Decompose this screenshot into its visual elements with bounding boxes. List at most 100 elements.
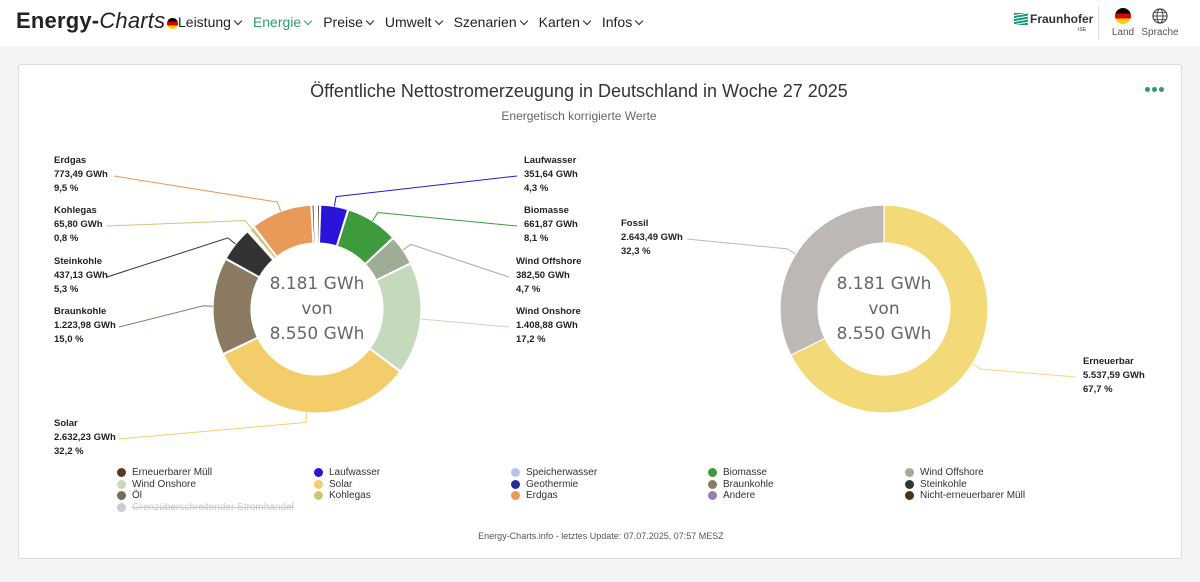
- label-connector: [686, 238, 796, 255]
- slice-label-percent: 67,7 %: [1083, 384, 1113, 395]
- label-connector: [972, 363, 1077, 378]
- nav-item-label: Preise: [323, 14, 363, 30]
- label-connector: [118, 305, 214, 328]
- slice-label-percent: 0,8 %: [54, 233, 79, 244]
- slice-label-percent: 15,0 %: [54, 334, 84, 345]
- legend-item[interactable]: Andere: [708, 490, 905, 502]
- legend-item[interactable]: Speicherwasser: [511, 467, 708, 479]
- legend-swatch: [905, 479, 914, 489]
- nav-item-label: Infos: [601, 14, 633, 30]
- legend-item[interactable]: Wind Onshore: [117, 479, 314, 491]
- slice-label-value: 2.632,23 GWh: [54, 432, 116, 443]
- legend-label: Laufwasser: [329, 467, 381, 479]
- legend-label: Geothermie: [526, 478, 579, 490]
- slice-label-percent: 4,7 %: [516, 284, 541, 295]
- legend-item[interactable]: Kohlegas: [314, 490, 511, 502]
- legend-swatch: [117, 491, 126, 501]
- slice-label-value: 382,50 GWh: [516, 270, 570, 281]
- donut-slice-laufwasser[interactable]: [318, 204, 349, 247]
- chart-legend: Erneuerbarer Müll Laufwasser Speicherwasse…: [117, 467, 1117, 513]
- legend-swatch: [511, 479, 520, 489]
- legend-item[interactable]: Wind Offshore: [905, 467, 1102, 479]
- chart-menu-button[interactable]: [1145, 87, 1165, 95]
- donut-slice-erneuerbar[interactable]: [789, 204, 989, 414]
- slice-label-percent: 8,1 %: [524, 233, 549, 244]
- chevron-down-icon: [303, 16, 313, 26]
- nav-item-label: Karten: [538, 14, 580, 30]
- donut-slice-erdgas[interactable]: [253, 204, 314, 258]
- slice-label-name: Solar: [54, 418, 78, 429]
- legend-item[interactable]: Erneuerbarer Müll: [117, 467, 314, 479]
- nav-item-szenarien[interactable]: Szenarien: [454, 14, 528, 30]
- label-connector: [333, 175, 518, 207]
- label-connector: [118, 412, 308, 440]
- label-connector: [420, 318, 510, 328]
- donut-charts: Laufwasser 351,64 GWh 4,3 % Biomasse 661,87 …: [54, 155, 1145, 457]
- legend-label: Erneuerbarer Müll: [132, 467, 213, 479]
- slice-label-value: 5.537,59 GWh: [1083, 370, 1145, 381]
- donut-slice-nicht-erneuerbarer-müll[interactable]: [311, 204, 316, 244]
- slice-label-value: 351,64 GWh: [524, 169, 578, 180]
- slice-label: Wind Offshore 382,50 GWh 4,7 %: [516, 256, 581, 295]
- country-selector-button[interactable]: Land: [1098, 8, 1148, 38]
- nav-item-infos[interactable]: Infos: [601, 14, 644, 30]
- slice-label-percent: 32,2 %: [54, 446, 84, 457]
- header-divider: [1098, 6, 1099, 40]
- slice-label-value: 773,49 GWh: [54, 169, 108, 180]
- germany-flag-icon: [167, 18, 179, 29]
- chart-title: Öffentliche Nettostromerzeugung in Deuts…: [310, 81, 848, 101]
- donut-center-text: 8.550 GWh: [837, 324, 932, 344]
- slice-label: Fossil 2.643,49 GWh 32,3 %: [621, 218, 683, 257]
- legend-item[interactable]: Erdgas: [511, 490, 708, 502]
- legend-label: Speicherwasser: [526, 467, 598, 479]
- nav-item-preise[interactable]: Preise: [323, 14, 375, 30]
- donut-slice-erneuerbarer-müll[interactable]: [316, 204, 321, 244]
- legend-item[interactable]: Grenzüberschreitender Stromhandel: [117, 502, 314, 514]
- donut-slice-braunkohle[interactable]: [212, 258, 260, 355]
- legend-item[interactable]: Biomasse: [708, 467, 905, 479]
- menu-dot-icon: [1145, 87, 1150, 92]
- logo-text: Energy-: [16, 8, 100, 33]
- nav-item-leistung[interactable]: Leistung: [178, 14, 243, 30]
- donut-slice-andere[interactable]: [314, 204, 318, 244]
- slice-label-name: Steinkohle: [54, 256, 102, 267]
- slice-label: Laufwasser 351,64 GWh 4,3 %: [524, 155, 578, 194]
- fraunhofer-logo[interactable]: Fraunhofer ISE: [1014, 12, 1093, 38]
- legend-item[interactable]: Braunkohle: [708, 479, 905, 491]
- slice-label: Kohlegas 65,80 GWh 0,8 %: [54, 205, 103, 244]
- chart-subtitle: Energetisch korrigierte Werte: [501, 109, 657, 123]
- donut-slice-wind-onshore[interactable]: [369, 263, 422, 372]
- slice-label-name: Erneuerbar: [1083, 356, 1134, 367]
- legend-item[interactable]: Geothermie: [511, 479, 708, 491]
- nav-item-energie[interactable]: Energie: [253, 14, 313, 30]
- slice-label-name: Braunkohle: [54, 306, 106, 317]
- legend-label: Erdgas: [526, 490, 558, 502]
- donut-slice-wind-offshore[interactable]: [364, 237, 412, 281]
- energy-charts-logo[interactable]: Energy-Charts: [16, 8, 179, 34]
- legend-label: Kohlegas: [329, 490, 371, 502]
- legend-swatch: [314, 479, 323, 489]
- legend-item[interactable]: Steinkohle: [905, 479, 1102, 491]
- legend-item[interactable]: Nicht-erneuerbarer Müll: [905, 490, 1102, 502]
- legend-swatch: [905, 468, 914, 478]
- language-selector-button[interactable]: Sprache: [1135, 8, 1185, 38]
- legend-item[interactable]: Öl: [117, 490, 314, 502]
- slice-label: Erneuerbar 5.537,59 GWh 67,7 %: [1083, 356, 1145, 395]
- donut-slice-öl[interactable]: [247, 229, 275, 261]
- slice-label: Wind Onshore 1.408,88 GWh 17,2 %: [516, 306, 581, 345]
- donut-slice-steinkohle[interactable]: [225, 230, 274, 278]
- legend-label: Biomasse: [723, 467, 767, 479]
- label-connector: [106, 237, 237, 278]
- legend-item[interactable]: Solar: [314, 479, 511, 491]
- label-connector: [113, 175, 282, 212]
- donut-slice-biomasse[interactable]: [336, 209, 394, 265]
- nav-item-karten[interactable]: Karten: [538, 14, 592, 30]
- menu-dot-icon: [1159, 87, 1164, 92]
- legend-swatch: [708, 479, 717, 489]
- donut-slice-solar[interactable]: [222, 337, 401, 414]
- donut-slice-kohlegas[interactable]: [248, 226, 278, 260]
- legend-swatch: [117, 479, 126, 489]
- legend-item[interactable]: Laufwasser: [314, 467, 511, 479]
- nav-item-umwelt[interactable]: Umwelt: [385, 14, 443, 30]
- donut-slice-fossil[interactable]: [779, 204, 885, 356]
